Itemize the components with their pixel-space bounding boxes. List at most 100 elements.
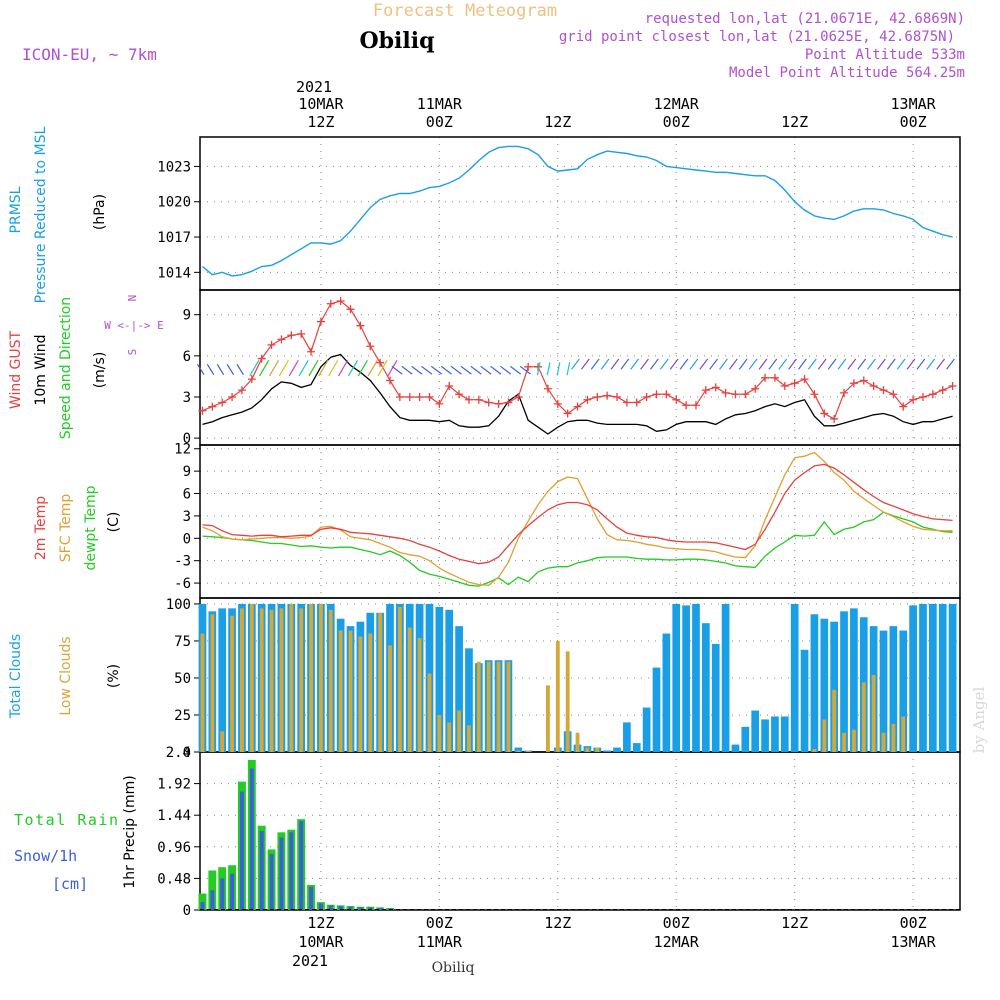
gust-marker — [297, 329, 306, 338]
wind-arrow — [728, 358, 738, 370]
bottom-date-label: 11MAR — [417, 933, 463, 951]
wind-arrow — [226, 363, 235, 376]
clouds-ytick-label: 0 — [183, 745, 191, 761]
bottom-date-label: 12MAR — [654, 933, 700, 951]
total-cloud-bar — [820, 618, 829, 752]
wind-arrow — [571, 358, 580, 370]
total-cloud-bar — [613, 747, 621, 752]
rain-bar — [198, 893, 207, 910]
gust-marker — [484, 398, 493, 407]
clouds-unit: (%) — [106, 664, 122, 688]
pressure-ytick-label: 1023 — [157, 159, 191, 175]
gust-marker — [198, 406, 207, 415]
wind-arrow — [206, 363, 215, 376]
gust-marker — [820, 409, 829, 418]
wind-dir-label: Speed and Direction — [58, 297, 74, 439]
wind-arrow — [328, 359, 339, 377]
snow-bar — [289, 832, 294, 910]
gust-marker — [326, 299, 335, 308]
clouds-ytick-label: 75 — [174, 634, 191, 650]
gust-marker — [346, 305, 355, 314]
low-cloud-bar — [289, 603, 294, 752]
wind-arrow — [196, 363, 205, 376]
place-title: Obiliq — [359, 28, 434, 54]
snow-bar — [239, 791, 244, 910]
low-cloud-bar — [200, 633, 205, 752]
wind-arrow — [377, 359, 388, 377]
pressure-ytick-label: 1014 — [157, 265, 191, 281]
gust-marker — [751, 384, 760, 393]
product-title: Forecast Meteogram — [373, 1, 557, 21]
gust-marker — [257, 354, 266, 363]
pressure-ytick-label: 1017 — [157, 230, 191, 246]
wind-arrow — [837, 358, 847, 370]
top-hour-label: 00Z — [663, 113, 690, 131]
rain-label: Total Rain — [14, 811, 118, 829]
gust-label: Wind GUST — [8, 330, 24, 409]
low-cloud-bar — [545, 685, 550, 752]
snow-bar — [358, 907, 363, 910]
bottom-hour-label: 12Z — [544, 914, 571, 932]
wind-ytick-label: 6 — [183, 349, 191, 365]
footer-place: Obiliq — [432, 960, 475, 976]
snow-bar — [318, 903, 323, 910]
total-cloud-bar — [672, 603, 681, 752]
precip-ytick-label: 1.92 — [157, 777, 191, 793]
total-cloud-bar — [938, 603, 947, 752]
wind-arrow — [490, 365, 502, 375]
total-cloud-bar — [465, 648, 473, 752]
gust-marker — [287, 331, 296, 340]
requested-coords: requested lon,lat (21.0671E, 42.6869N) — [645, 11, 965, 27]
gust-marker — [307, 347, 316, 356]
wind-arrow — [278, 359, 289, 377]
gust-marker — [741, 390, 750, 399]
wind-arrow — [778, 358, 788, 370]
point-altitude: Point Altitude 533m — [805, 47, 965, 63]
top-hour-label: 12Z — [307, 113, 334, 131]
top-year: 2021 — [296, 78, 332, 96]
temperature-ytick-label: 3 — [183, 509, 191, 525]
dewpt-label: dewpt Temp — [83, 485, 99, 570]
temperature-ytick-label: -3 — [174, 554, 191, 570]
low-cloud-bar — [230, 615, 235, 752]
gust-marker — [405, 392, 414, 401]
wind-arrow — [556, 362, 561, 376]
gust-marker — [366, 342, 375, 351]
wind-arrow — [470, 365, 482, 375]
low-cloud-bar — [822, 719, 827, 752]
low-cloud-bar — [299, 608, 304, 752]
gust-marker — [573, 402, 582, 411]
total-cloud-bar — [662, 633, 671, 752]
gust-marker — [691, 401, 700, 410]
wind-arrow — [367, 359, 378, 377]
total-cloud-bar — [455, 626, 463, 752]
gust-marker — [356, 321, 365, 330]
wind-arrow — [450, 365, 462, 375]
low-cloud-bar — [240, 608, 244, 752]
gust-marker — [494, 399, 503, 408]
clouds-ytick-label: 25 — [174, 708, 191, 724]
wind-arrow — [719, 358, 728, 370]
gust-marker — [830, 414, 839, 423]
low-cloud-bar — [358, 636, 363, 752]
low-cloud-bar — [891, 723, 896, 752]
wind-arrow — [640, 358, 649, 370]
temperature-ytick-label: 9 — [183, 464, 191, 480]
total-cloud-bar — [218, 608, 227, 752]
wind-arrow — [669, 358, 679, 370]
gust-marker — [247, 375, 256, 384]
bottom-date-label: 13MAR — [891, 933, 937, 951]
total-cloud-bar — [889, 626, 898, 752]
wind-arrow — [480, 365, 492, 375]
gust-marker — [336, 296, 345, 305]
wind-arrow — [298, 359, 309, 377]
gust-marker — [228, 392, 237, 401]
gust-marker — [543, 384, 552, 393]
snow-bar — [210, 890, 215, 910]
low-cloud-bar — [871, 675, 876, 752]
wind-arrow — [807, 358, 817, 370]
snow-bar — [269, 854, 274, 910]
precip-unit: 1hr Precip (mm) — [122, 775, 138, 888]
wind-ytick-label: 3 — [183, 390, 191, 406]
temperature-ytick-label: 6 — [183, 487, 191, 503]
